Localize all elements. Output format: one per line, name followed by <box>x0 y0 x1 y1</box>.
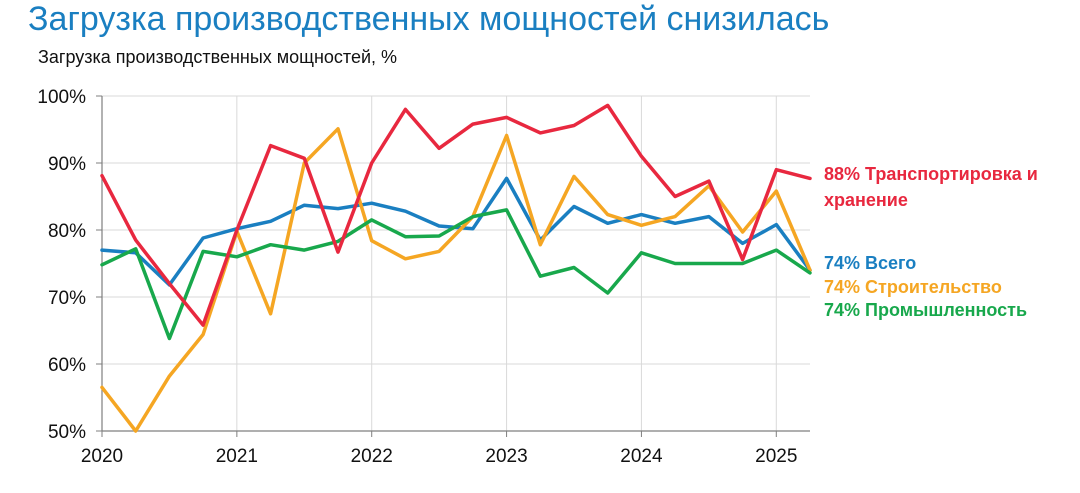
series-labels: 88% Транспортировка и хранение 74% Всего… <box>824 164 1038 320</box>
y-tick-labels: 50% 60% 70% 80% 90% 100% <box>37 87 86 443</box>
chart-subtitle: Загрузка производственных мощностей, % <box>38 47 398 67</box>
label-transport-line2: хранение <box>824 190 908 210</box>
y-tick-label: 80% <box>48 221 86 242</box>
y-tick-label: 60% <box>48 355 86 376</box>
series-line-transport <box>100 103 812 327</box>
axes <box>96 95 810 437</box>
label-total: 74% Всего <box>824 253 916 273</box>
label-industry: 74% Промышленность <box>824 300 1027 320</box>
y-tick-label: 70% <box>48 288 86 309</box>
x-tick-label: 2025 <box>755 446 797 467</box>
series-line-industry <box>100 208 812 341</box>
x-tick-label: 2024 <box>620 446 663 467</box>
x-tick-label: 2021 <box>216 446 258 467</box>
label-transport-line1: 88% Транспортировка и <box>824 164 1038 184</box>
x-tick-label: 2023 <box>485 446 527 467</box>
x-tick-label: 2020 <box>81 446 123 467</box>
y-tick-label: 90% <box>48 154 86 175</box>
x-tick-labels: 2020 2021 2022 2023 2024 2025 <box>81 446 798 467</box>
y-tick-label: 50% <box>48 422 86 443</box>
x-tick-label: 2022 <box>351 446 393 467</box>
y-tick-label: 100% <box>37 87 86 108</box>
chart-title: Загрузка производственных мощностей сниз… <box>28 0 830 38</box>
series-lines <box>100 103 812 433</box>
series-line-construction <box>100 127 812 433</box>
label-construction: 74% Строительство <box>824 277 1002 297</box>
